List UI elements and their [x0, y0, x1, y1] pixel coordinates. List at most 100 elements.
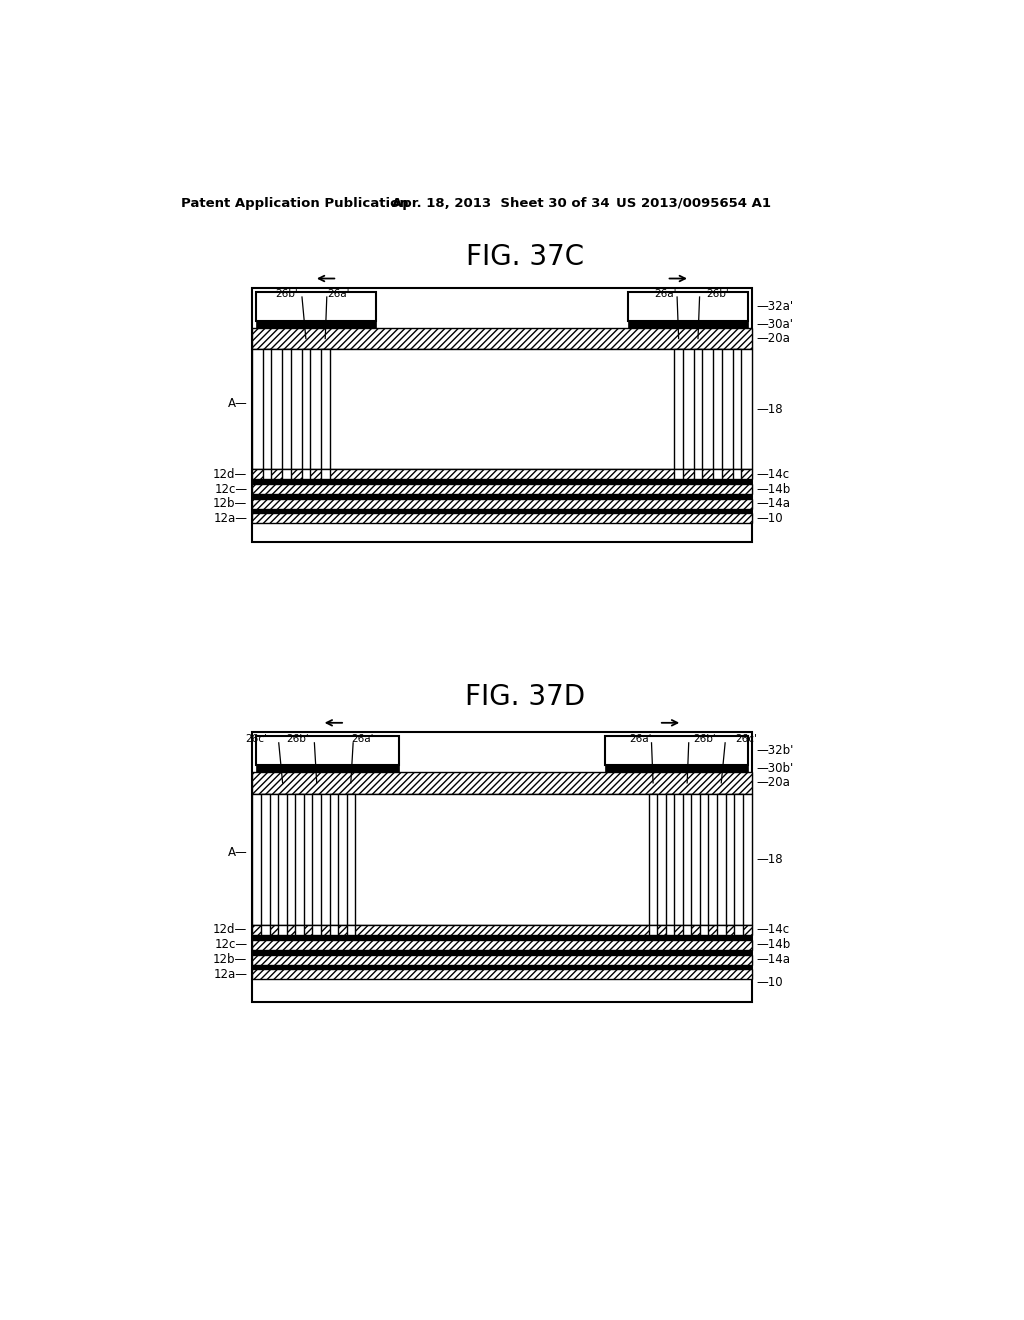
Bar — [713, 350, 722, 469]
Text: 26c': 26c' — [245, 734, 267, 743]
Bar — [649, 793, 657, 924]
Bar — [346, 793, 355, 924]
Bar — [675, 469, 683, 479]
Bar — [700, 793, 709, 924]
Bar — [283, 469, 291, 479]
Bar — [604, 766, 748, 772]
Bar — [295, 924, 304, 936]
Text: —14c: —14c — [757, 924, 790, 936]
Text: 12d—: 12d— — [213, 467, 248, 480]
Text: 26a': 26a' — [654, 289, 677, 300]
Text: —20a: —20a — [757, 776, 791, 789]
Bar — [252, 350, 752, 469]
Bar — [717, 924, 726, 936]
Text: 26b': 26b' — [275, 289, 298, 300]
Text: US 2013/0095654 A1: US 2013/0095654 A1 — [616, 197, 771, 210]
Text: A—: A— — [227, 396, 248, 409]
Bar — [256, 766, 399, 772]
Bar — [321, 469, 330, 479]
Text: 12a—: 12a— — [213, 512, 248, 525]
Bar — [256, 737, 399, 766]
Bar — [717, 793, 726, 924]
Text: 12d—: 12d— — [213, 924, 248, 936]
Text: 26a': 26a' — [327, 289, 349, 300]
Text: 26b': 26b' — [287, 734, 309, 743]
Text: 26b': 26b' — [706, 289, 728, 300]
Bar — [252, 924, 752, 936]
Bar — [732, 469, 741, 479]
Bar — [649, 924, 657, 936]
Bar — [628, 292, 748, 321]
Bar — [252, 499, 752, 508]
Bar — [295, 793, 304, 924]
Bar — [279, 793, 287, 924]
Bar — [732, 350, 741, 469]
Text: —32b': —32b' — [757, 744, 794, 758]
Text: —32a': —32a' — [757, 300, 794, 313]
Bar — [628, 321, 748, 327]
Bar — [252, 936, 752, 940]
Bar — [252, 327, 752, 350]
Bar — [252, 288, 752, 541]
Text: A—: A— — [227, 846, 248, 859]
Bar — [256, 321, 376, 327]
Bar — [693, 350, 702, 469]
Bar — [252, 508, 752, 513]
Bar — [252, 484, 752, 494]
Text: FIG. 37C: FIG. 37C — [466, 243, 584, 271]
Text: Patent Application Publication: Patent Application Publication — [180, 197, 409, 210]
Bar — [263, 469, 271, 479]
Text: 12c—: 12c— — [214, 483, 248, 495]
Bar — [330, 793, 338, 924]
Bar — [683, 924, 691, 936]
Text: —14b: —14b — [757, 939, 791, 952]
Bar — [252, 733, 752, 1002]
Bar — [252, 479, 752, 484]
Text: 12c—: 12c— — [214, 939, 248, 952]
Bar — [683, 793, 691, 924]
Bar — [604, 737, 748, 766]
Text: Apr. 18, 2013  Sheet 30 of 34: Apr. 18, 2013 Sheet 30 of 34 — [391, 197, 609, 210]
Text: —14c: —14c — [757, 467, 790, 480]
Bar — [312, 924, 321, 936]
Bar — [666, 924, 675, 936]
Bar — [252, 772, 752, 793]
Text: —30a': —30a' — [757, 318, 794, 331]
Text: 12b—: 12b— — [213, 953, 248, 966]
Bar — [713, 469, 722, 479]
Text: 26c': 26c' — [735, 734, 757, 743]
Bar — [330, 924, 338, 936]
Bar — [252, 950, 752, 954]
Bar — [302, 469, 310, 479]
Text: —30b': —30b' — [757, 762, 794, 775]
Bar — [261, 793, 270, 924]
Bar — [693, 469, 702, 479]
Bar — [252, 954, 752, 965]
Bar — [252, 965, 752, 969]
Bar — [312, 793, 321, 924]
Text: 26b': 26b' — [693, 734, 716, 743]
Text: —18: —18 — [757, 853, 783, 866]
Text: —14a: —14a — [757, 498, 791, 511]
Text: 26a': 26a' — [351, 734, 374, 743]
Bar — [252, 513, 752, 524]
Text: —14b: —14b — [757, 483, 791, 495]
Text: 12b—: 12b— — [213, 498, 248, 511]
Bar — [734, 924, 742, 936]
Text: FIG. 37D: FIG. 37D — [465, 684, 585, 711]
Text: —10: —10 — [757, 512, 783, 525]
Bar — [675, 350, 683, 469]
Bar — [256, 292, 376, 321]
Text: 12a—: 12a— — [213, 968, 248, 981]
Bar — [279, 924, 287, 936]
Bar — [321, 350, 330, 469]
Bar — [666, 793, 675, 924]
Text: —20a: —20a — [757, 333, 791, 345]
Bar — [261, 924, 270, 936]
Text: 26a': 26a' — [629, 734, 651, 743]
Bar — [252, 793, 752, 924]
Bar — [302, 350, 310, 469]
Bar — [346, 924, 355, 936]
Bar — [252, 469, 752, 479]
Text: —14a: —14a — [757, 953, 791, 966]
